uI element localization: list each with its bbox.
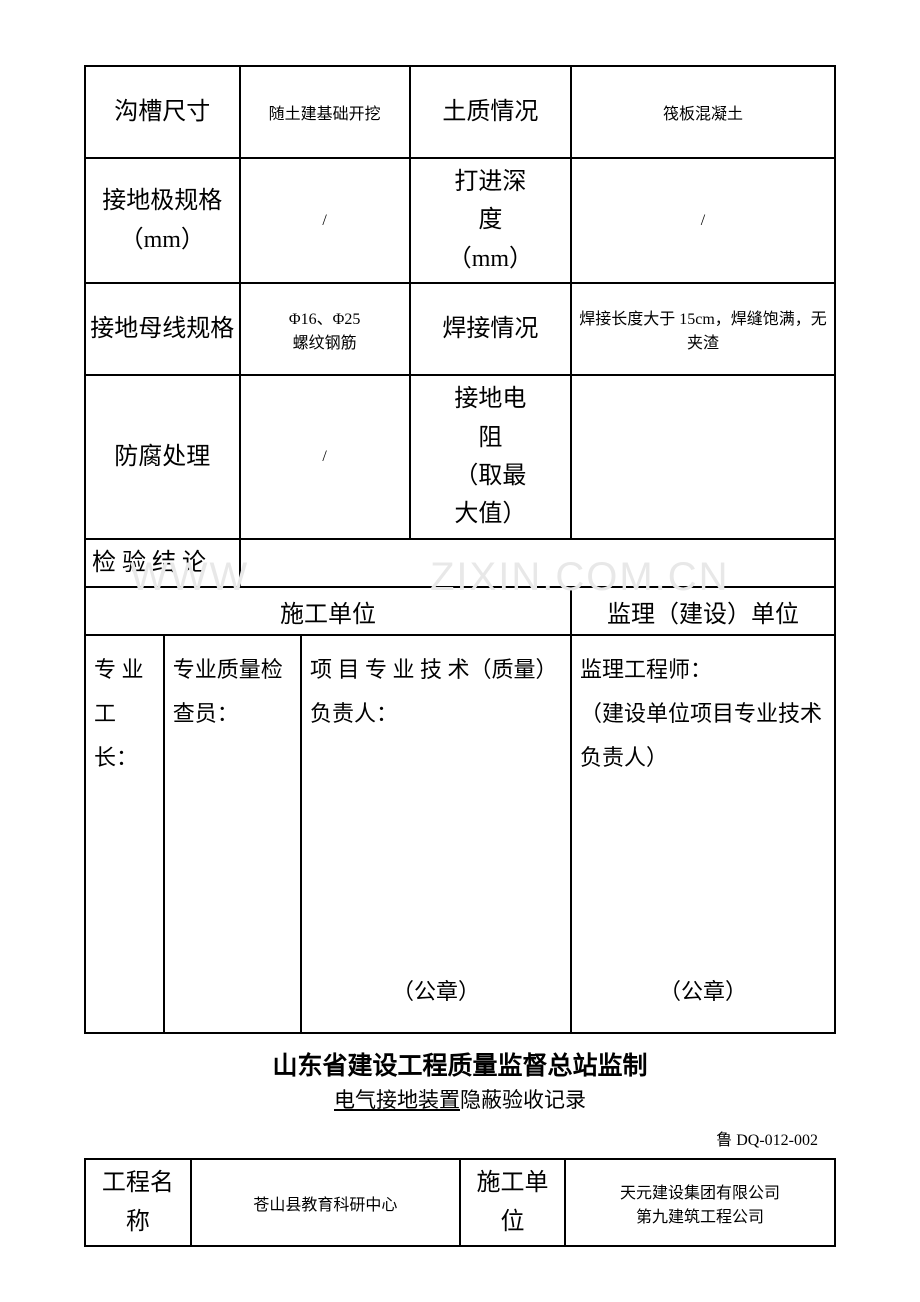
table-row: 防腐处理 / 接地电阻（取最大值）: [85, 375, 835, 539]
val-project-name: 苍山县教育科研中心: [191, 1159, 460, 1246]
label-construction-unit: 施工单位: [460, 1159, 565, 1246]
company-line1: 天元建设集团有限公司: [620, 1185, 780, 1202]
conclusion-row: 检 验 结 论: [85, 539, 835, 587]
val-electrode-spec: /: [240, 158, 410, 283]
footer-subtitle-underlined: 电气接地装置: [334, 1088, 460, 1112]
project-info-table: 工程名称 苍山县教育科研中心 施工单位 天元建设集团有限公司 第九建筑工程公司: [84, 1158, 836, 1247]
label-anticorrosion: 防腐处理: [85, 375, 240, 539]
val-anticorrosion: /: [240, 375, 410, 539]
seal-1: （公章）: [302, 970, 570, 1014]
sig-inspector: 专业质量检查员：: [164, 635, 301, 1033]
unit-header-row: 施工单位 监理（建设）单位: [85, 587, 835, 635]
construction-unit-header: 施工单位: [85, 587, 571, 635]
label-conclusion: 检 验 结 论: [85, 539, 240, 587]
table-row: 接地母线规格 Φ16、Φ25螺纹钢筋 焊接情况 焊接长度大于 15cm，焊缝饱满…: [85, 283, 835, 375]
table-row: 工程名称 苍山县教育科研中心 施工单位 天元建设集团有限公司 第九建筑工程公司: [85, 1159, 835, 1246]
label-depth: 打进深度（mm）: [410, 158, 571, 283]
label-electrode-spec: 接地极规格（mm）: [85, 158, 240, 283]
sig-supervisor: 监理工程师： （建设单位项目专业技术负责人） （公章）: [571, 635, 835, 1033]
val-busbar-spec: Φ16、Φ25螺纹钢筋: [240, 283, 410, 375]
val-construction-unit: 天元建设集团有限公司 第九建筑工程公司: [565, 1159, 835, 1246]
table-row: 接地极规格（mm） / 打进深度（mm） /: [85, 158, 835, 283]
label-project-name: 工程名称: [85, 1159, 191, 1246]
seal-2: （公章）: [572, 970, 834, 1014]
val-groove-size: 随土建基础开挖: [240, 66, 410, 158]
supervision-unit-header: 监理（建设）单位: [571, 587, 835, 635]
footer-title: 山东省建设工程质量监督总站监制: [84, 1046, 836, 1082]
val-depth: /: [571, 158, 835, 283]
signature-row: 专 业工长： 专业质量检查员： 项 目 专 业 技 术（质量）负责人： （公章）…: [85, 635, 835, 1033]
label-soil: 土质情况: [410, 66, 571, 158]
val-conclusion: [240, 539, 836, 587]
footer-subtitle: 电气接地装置隐蔽验收记录: [84, 1084, 836, 1114]
label-busbar-spec: 接地母线规格: [85, 283, 240, 375]
sig-tech-lead: 项 目 专 业 技 术（质量）负责人： （公章）: [301, 635, 571, 1033]
val-welding: 焊接长度大于 15cm，焊缝饱满，无夹渣: [571, 283, 835, 375]
main-table: 沟槽尺寸 随土建基础开挖 土质情况 筏板混凝土 接地极规格（mm） / 打进深度…: [84, 65, 836, 1034]
table-row: 沟槽尺寸 随土建基础开挖 土质情况 筏板混凝土: [85, 66, 835, 158]
label-welding: 焊接情况: [410, 283, 571, 375]
doc-code: 鲁 DQ-012-002: [84, 1126, 836, 1150]
label-groove-size: 沟槽尺寸: [85, 66, 240, 158]
sig-foreman: 专 业工长：: [85, 635, 164, 1033]
company-line2: 第九建筑工程公司: [636, 1209, 764, 1226]
val-resistance: [571, 375, 835, 539]
sig-supervisor-line1: 监理工程师：: [580, 657, 712, 682]
sig-tech-lead-text: 项 目 专 业 技 术（质量）负责人：: [310, 657, 558, 726]
val-soil: 筏板混凝土: [571, 66, 835, 158]
footer-subtitle-rest: 隐蔽验收记录: [460, 1088, 586, 1112]
label-resistance: 接地电阻（取最大值）: [410, 375, 571, 539]
sig-supervisor-line2: （建设单位项目专业技术负责人）: [580, 701, 822, 770]
